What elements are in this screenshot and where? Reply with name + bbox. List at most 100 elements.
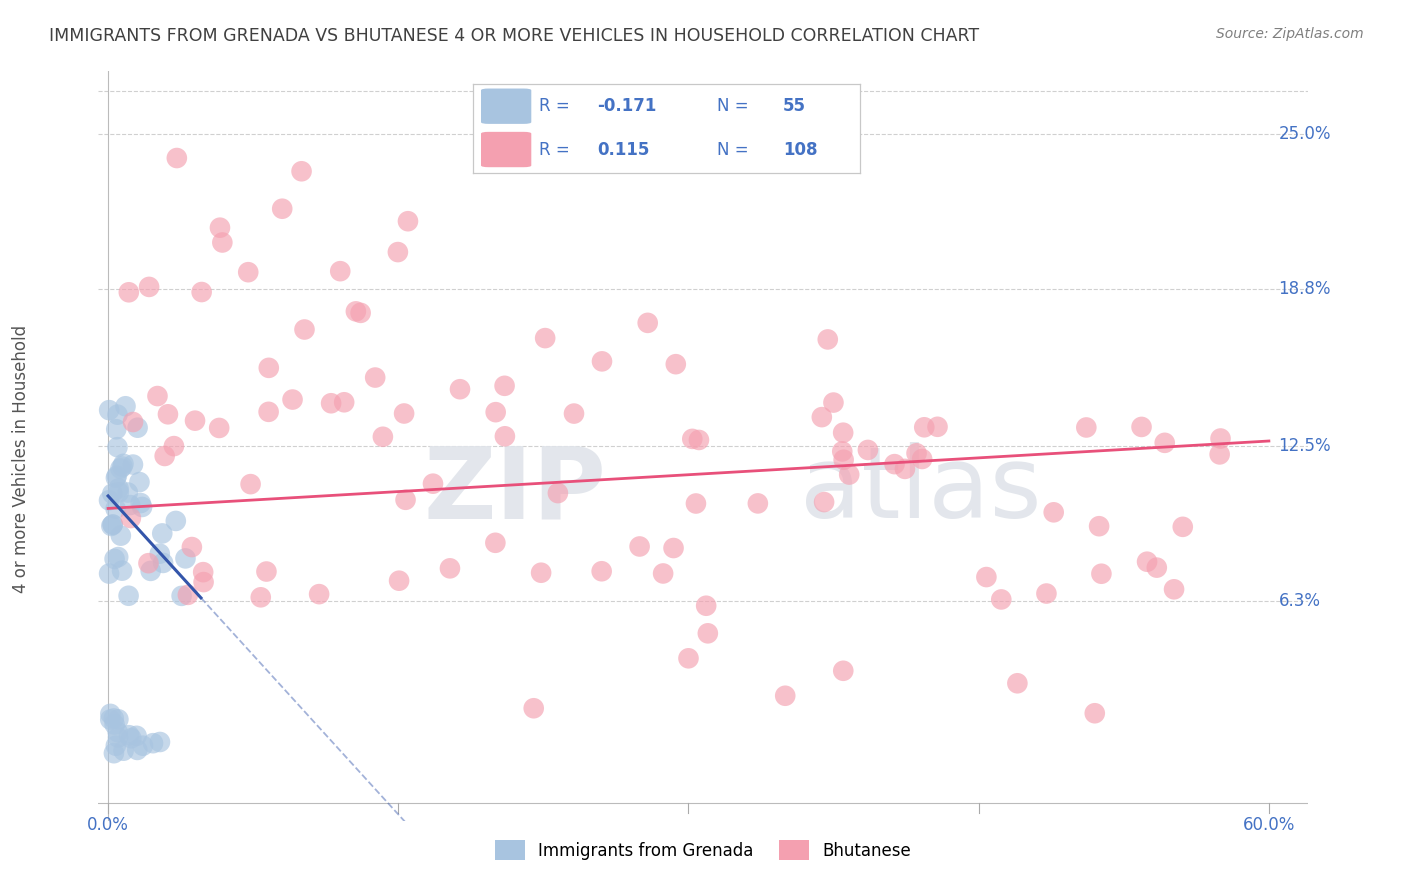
Point [319, 396, 342, 410]
Point [811, 410, 834, 425]
Point [107, 712, 129, 726]
Point [696, 626, 718, 640]
Point [149, 735, 172, 749]
Point [256, 565, 278, 579]
Point [905, 446, 928, 460]
Point [562, 407, 585, 421]
Point [120, 731, 142, 746]
Point [547, 486, 569, 500]
Point [349, 306, 371, 320]
Text: 18.8%: 18.8% [1278, 280, 1331, 298]
Point [290, 164, 312, 178]
Text: 25.0%: 25.0% [1278, 125, 1331, 143]
Point [329, 264, 352, 278]
Point [294, 322, 316, 336]
Point [112, 744, 135, 758]
Point [120, 511, 142, 525]
Point [118, 728, 141, 742]
Text: 60.0%: 60.0% [1243, 815, 1295, 834]
Point [193, 565, 215, 579]
Point [138, 280, 160, 294]
Point [156, 407, 179, 421]
Point [120, 498, 142, 512]
Point [129, 496, 152, 510]
Point [107, 408, 129, 422]
Point [211, 235, 233, 250]
Point [128, 475, 150, 489]
Point [394, 492, 416, 507]
Point [98, 713, 121, 727]
Point [131, 500, 153, 514]
Point [747, 496, 769, 510]
Point [449, 382, 471, 396]
Point [831, 444, 853, 458]
Point [591, 564, 613, 578]
Point [911, 452, 934, 467]
Point [103, 711, 125, 725]
Point [912, 420, 935, 434]
Point [117, 485, 139, 500]
Point [152, 556, 174, 570]
Text: atlas: atlas [800, 442, 1042, 540]
Point [883, 457, 905, 471]
Point [1208, 447, 1230, 461]
Point [681, 432, 703, 446]
Point [1153, 435, 1175, 450]
Point [1042, 505, 1064, 519]
Point [662, 541, 685, 555]
Point [695, 599, 717, 613]
Point [142, 736, 165, 750]
Text: 12.5%: 12.5% [1278, 437, 1331, 455]
Point [832, 664, 855, 678]
Point [105, 468, 128, 483]
Point [103, 746, 125, 760]
Point [688, 433, 710, 447]
Point [249, 591, 271, 605]
Point [534, 331, 557, 345]
Point [1076, 420, 1098, 434]
Point [281, 392, 304, 407]
Point [190, 285, 212, 299]
Point [976, 570, 998, 584]
Point [484, 536, 506, 550]
Point [813, 495, 835, 509]
Point [165, 514, 187, 528]
Point [166, 151, 188, 165]
Point [333, 395, 356, 409]
Point [344, 304, 367, 318]
Point [927, 419, 949, 434]
Point [1084, 706, 1107, 721]
Point [823, 395, 845, 409]
Point [127, 420, 149, 434]
Point [392, 407, 415, 421]
Point [103, 552, 125, 566]
Point [257, 405, 280, 419]
Point [100, 706, 122, 721]
Point [856, 442, 879, 457]
Point [485, 405, 508, 419]
Point [388, 574, 411, 588]
Point [180, 540, 202, 554]
Point [193, 575, 215, 590]
Point [101, 517, 124, 532]
Point [118, 285, 141, 300]
Point [101, 486, 124, 500]
Point [163, 439, 186, 453]
Text: ZIP: ZIP [423, 442, 606, 540]
Text: 6.3%: 6.3% [1278, 592, 1320, 610]
Point [665, 357, 688, 371]
Point [184, 414, 207, 428]
Point [1209, 432, 1232, 446]
Point [107, 440, 129, 454]
Point [127, 743, 149, 757]
Point [439, 561, 461, 575]
Point [149, 547, 172, 561]
Point [685, 496, 707, 510]
Point [111, 564, 134, 578]
Point [98, 566, 121, 581]
Point [387, 245, 409, 260]
Point [104, 471, 127, 485]
Point [139, 564, 162, 578]
Point [838, 467, 860, 482]
Point [1163, 582, 1185, 597]
